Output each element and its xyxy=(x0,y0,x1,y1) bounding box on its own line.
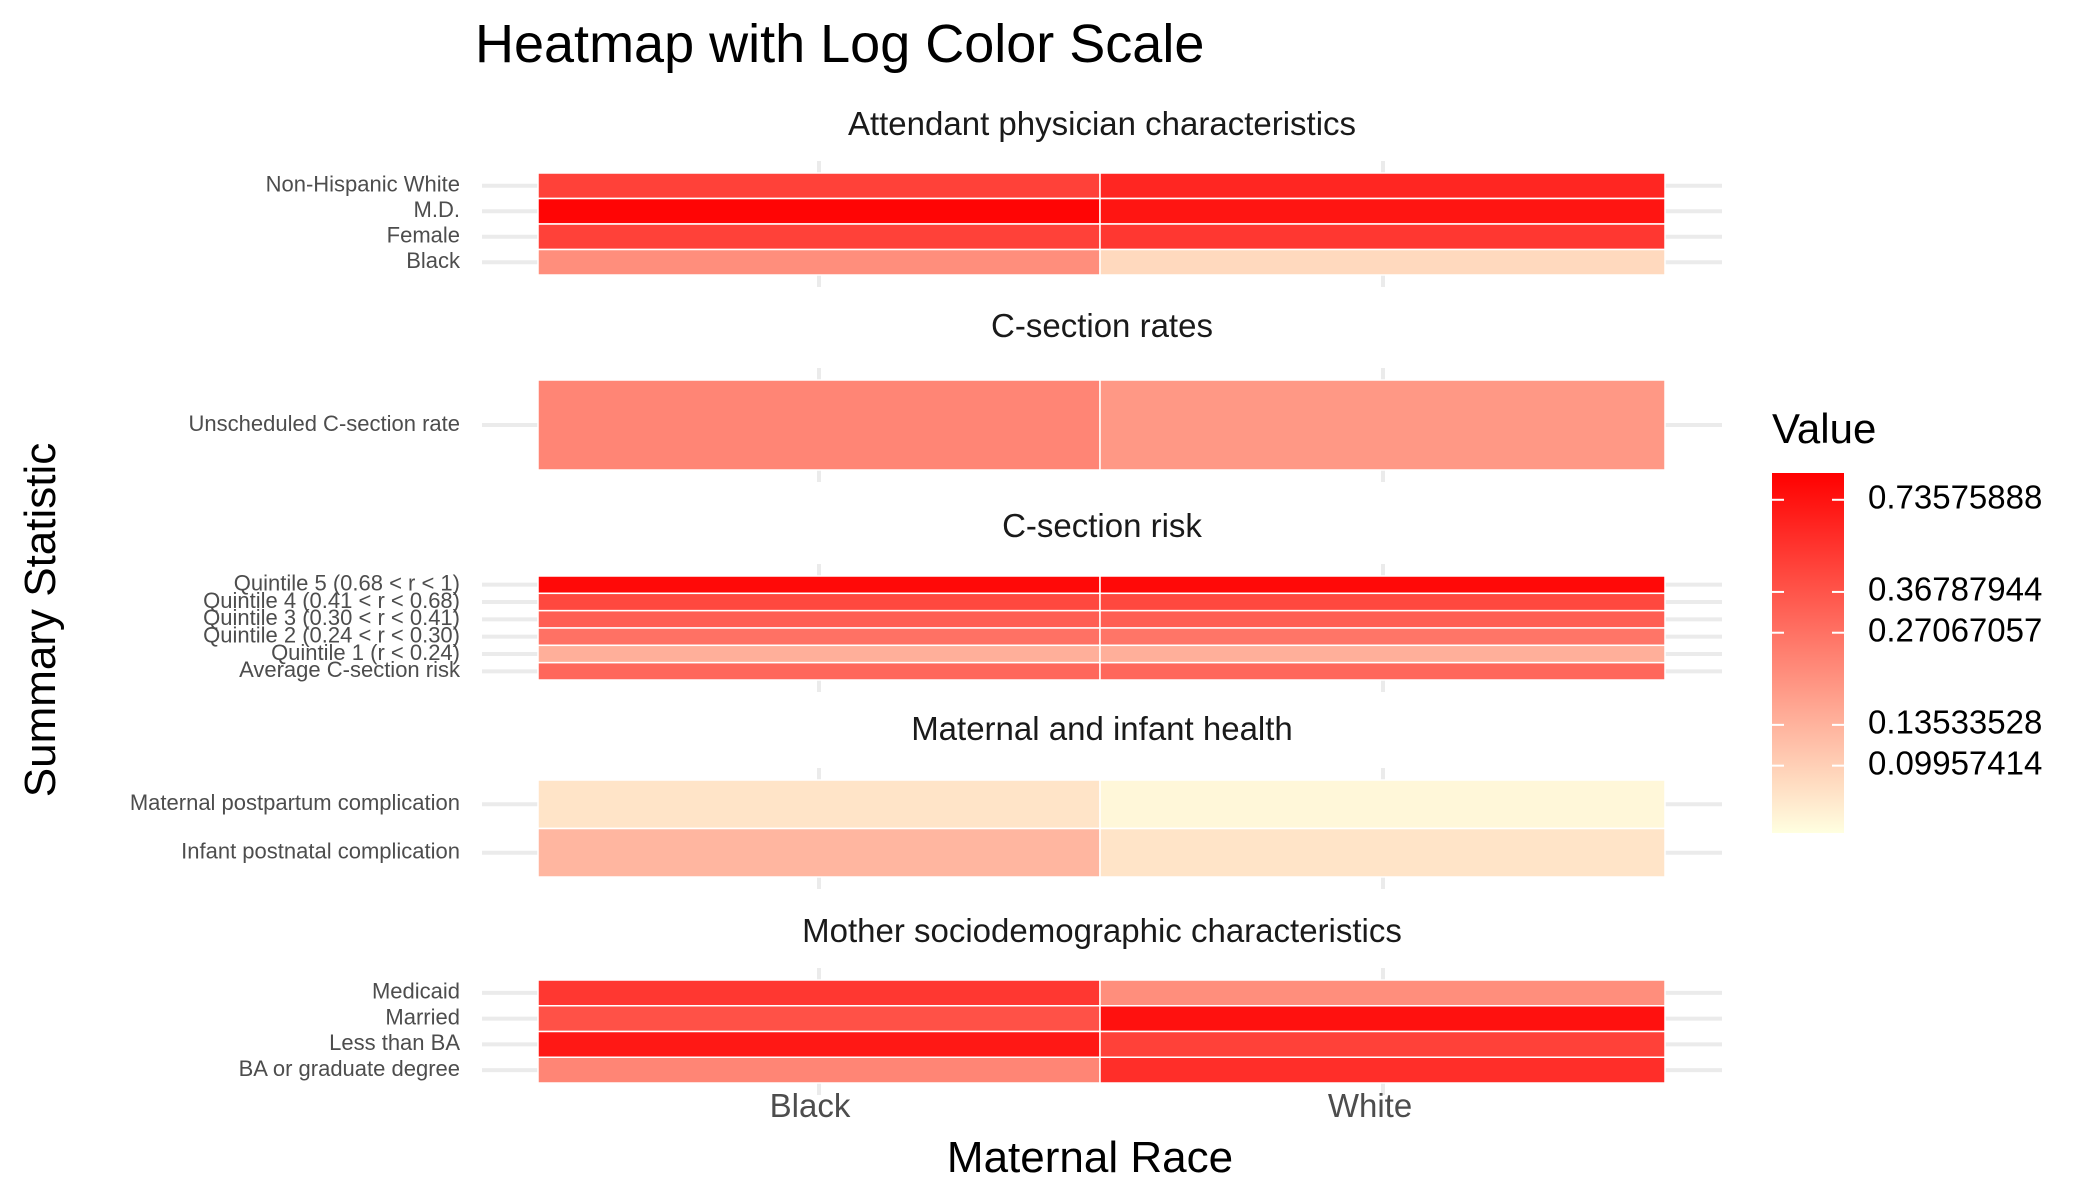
row-label: Quintile 3 (0.30 < r < 0.41) xyxy=(203,605,460,630)
heatmap-cell xyxy=(1099,644,1666,664)
legend-tick-label: 0.13533528 xyxy=(1868,704,2042,741)
heatmap-cell xyxy=(537,661,1101,681)
row-label: Married xyxy=(385,1004,460,1029)
row-label: Quintile 4 (0.41 < r < 0.68) xyxy=(203,588,460,613)
heatmap-cell xyxy=(1099,592,1666,612)
heatmap-cell xyxy=(1099,609,1666,629)
heatmap-cell xyxy=(537,223,1101,251)
y-axis-title: Summary Statistic xyxy=(16,443,65,798)
heatmap-cell xyxy=(1099,223,1666,251)
heatmap-cell xyxy=(537,779,1101,830)
heatmap-cell xyxy=(1099,827,1666,878)
x-tick-label: Black xyxy=(770,1087,851,1124)
legend-tick-label: 0.73575888 xyxy=(1868,479,2042,516)
heatmap-cell xyxy=(1099,197,1666,225)
facet-panels: Attendant physician characteristics Non-H… xyxy=(130,105,1722,1095)
legend-tick-label: 0.09957414 xyxy=(1868,744,2042,781)
row-label: Maternal postpartum complication xyxy=(130,790,460,815)
heatmap-cell xyxy=(537,609,1101,629)
x-axis-title: Maternal Race xyxy=(947,1133,1233,1182)
row-label: Quintile 2 (0.24 < r < 0.30) xyxy=(203,622,460,647)
heatmap-cell xyxy=(1099,1056,1666,1084)
row-label: Quintile 1 (r < 0.24) xyxy=(271,640,460,665)
heatmap-cell xyxy=(1099,627,1666,647)
chart-title: Heatmap with Log Color Scale xyxy=(475,14,1204,74)
x-tick-label: White xyxy=(1328,1087,1412,1124)
legend-tick-label: 0.27067057 xyxy=(1868,611,2042,648)
facet-title: Mother sociodemographic characteristics xyxy=(802,912,1402,949)
legend-tick-label: 0.36787944 xyxy=(1868,571,2042,608)
heatmap-cell xyxy=(1099,1005,1666,1033)
heatmap-cell xyxy=(1099,661,1666,681)
heatmap-cell xyxy=(537,1030,1101,1058)
legend-title: Value xyxy=(1772,405,1876,452)
row-label: Infant postnatal complication xyxy=(181,839,460,864)
facet-title: Attendant physician characteristics xyxy=(848,105,1356,142)
facet-panel: Attendant physician characteristics Non-H… xyxy=(266,105,1722,287)
row-label: Non-Hispanic White xyxy=(266,172,460,197)
heatmap-cell xyxy=(1099,979,1666,1007)
facet-title: C-section risk xyxy=(1002,507,1202,544)
heatmap-cell xyxy=(537,627,1101,647)
heatmap-cell xyxy=(537,644,1101,664)
row-label: Less than BA xyxy=(329,1030,460,1055)
heatmap-cell xyxy=(537,248,1101,276)
row-label: Average C-section risk xyxy=(239,657,461,682)
facet-title: Maternal and infant health xyxy=(911,710,1293,747)
heatmap-cell xyxy=(537,592,1101,612)
facet-panel: Maternal and infant health Maternal postp… xyxy=(130,710,1722,889)
row-label: Medicaid xyxy=(372,979,460,1004)
heatmap-cell xyxy=(1099,575,1666,595)
row-label: Black xyxy=(406,248,461,273)
row-label: M.D. xyxy=(414,197,460,222)
row-label: Unscheduled C-section rate xyxy=(189,411,460,436)
heatmap-cell xyxy=(537,827,1101,878)
facet-title: C-section rates xyxy=(991,307,1213,344)
row-label: BA or graduate degree xyxy=(239,1056,460,1081)
heatmap-cell xyxy=(537,1005,1101,1033)
heatmap-cell xyxy=(537,979,1101,1007)
heatmap-cell xyxy=(537,197,1101,225)
heatmap-cell xyxy=(1099,1030,1666,1058)
heatmap-cell xyxy=(1099,379,1666,471)
heatmap-cell xyxy=(1099,248,1666,276)
heatmap-cell xyxy=(537,575,1101,595)
heatmap-cell xyxy=(537,1056,1101,1084)
facet-panel: Mother sociodemographic characteristics M… xyxy=(239,912,1722,1095)
heatmap-cell xyxy=(1099,779,1666,830)
heatmap-cell xyxy=(537,379,1101,471)
facet-panel: C-section rates Unscheduled C-section rat… xyxy=(189,307,1722,482)
legend-colorbar xyxy=(1772,473,1844,833)
row-label: Female xyxy=(387,223,460,248)
heatmap-cell xyxy=(537,172,1101,200)
row-label: Quintile 5 (0.68 < r < 1) xyxy=(234,570,460,595)
heatmap-cell xyxy=(1099,172,1666,200)
